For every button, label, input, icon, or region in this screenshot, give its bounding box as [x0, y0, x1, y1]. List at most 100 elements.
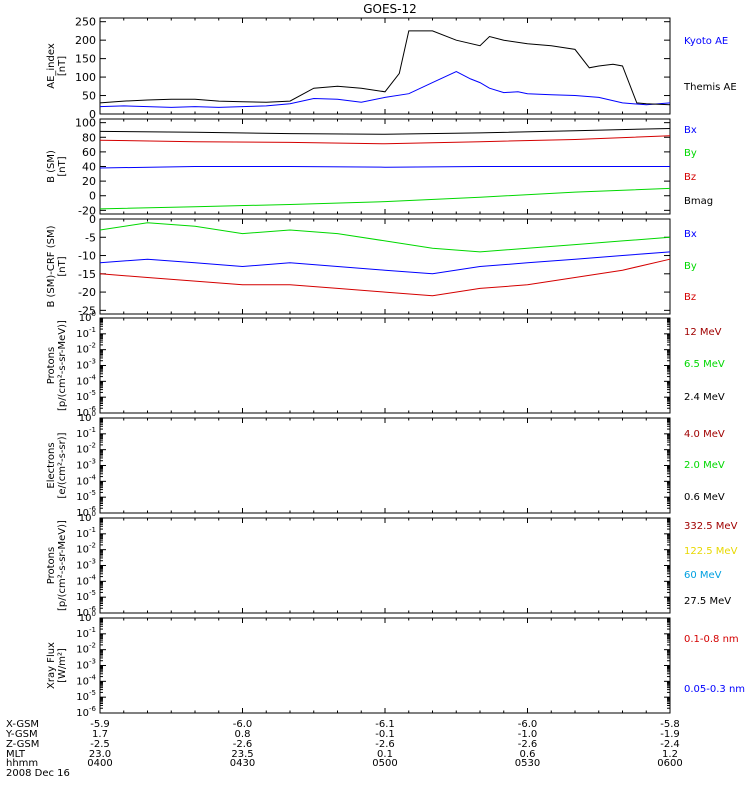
y-tick-base: 10	[76, 708, 89, 719]
y-tick-base: 10	[76, 529, 89, 540]
y-tick-label: -20	[78, 286, 96, 299]
y-axis-label: [p/(cm²-s-sr-MeV)]	[57, 320, 68, 411]
y-tick-label: 10-5	[76, 389, 96, 403]
legend-bx: Bx	[684, 229, 697, 240]
y-tick-base: 10	[76, 492, 89, 503]
series-line-by	[99, 222, 671, 253]
y-tick-label: 10-6	[76, 405, 96, 419]
xaxis-row-label: hhmm	[6, 758, 38, 769]
y-tick-exponent: -5	[89, 489, 96, 497]
xaxis-value: 23.5	[231, 749, 253, 760]
legend-by: By	[684, 148, 697, 159]
y-tick-label: 20	[82, 175, 96, 188]
xaxis-value: -5.8	[660, 719, 680, 730]
xaxis-value: 0.6	[520, 749, 536, 760]
y-tick-label: 10-1	[76, 526, 96, 540]
y-tick-base: 10	[76, 445, 89, 456]
panel-ae: 0 50 100 150 200 250 AE_index [nT] Kyoto AE Themi…	[46, 16, 737, 121]
y-tick-base: 10	[76, 645, 89, 656]
y-tick-exponent: -2	[89, 642, 96, 650]
y-axis-label: [nT]	[57, 256, 68, 276]
y-tick-label: 10-1	[76, 626, 96, 640]
y-tick-base: 10	[76, 408, 89, 419]
y-tick-base: 10	[76, 608, 89, 619]
y-tick-exponent: -3	[89, 458, 96, 466]
y-tick-label: 0	[89, 190, 96, 203]
y-tick-base: 10	[76, 561, 89, 572]
legend-bx: Bx	[684, 125, 697, 136]
y-tick-label: 10-1	[76, 326, 96, 340]
xaxis-value: -2.5	[90, 739, 110, 750]
y-axis-label: [W/m²]	[57, 648, 68, 683]
xaxis-value: 0400	[87, 758, 112, 769]
y-tick-label: 10-4	[76, 373, 96, 387]
y-tick-base: 10	[76, 361, 89, 372]
y-tick-label: 10-3	[76, 358, 96, 372]
y-axis-label: Protons	[46, 347, 57, 384]
panel-frame	[99, 517, 671, 614]
y-axis-label: B (SM)	[46, 150, 57, 183]
y-tick-label: 10-5	[76, 689, 96, 703]
xaxis-value: 0530	[515, 758, 540, 769]
y-tick-exponent: 0	[92, 510, 96, 518]
y-tick-label: 10-2	[76, 542, 96, 556]
y-axis-label: B (SM)-CRF (SM)	[46, 225, 57, 307]
xaxis-value: 23.0	[89, 749, 111, 760]
series-line-bx	[99, 251, 671, 275]
y-tick-label: -15	[78, 268, 96, 281]
y-tick-label: 200	[75, 34, 96, 47]
y-tick-base: 10	[79, 313, 92, 324]
xaxis-value: -2.4	[660, 739, 680, 750]
xaxis-row-label: MLT	[6, 749, 26, 760]
xaxis-value: -2.6	[375, 739, 395, 750]
xaxis-value: -0.1	[375, 729, 395, 740]
legend-2-0-mev: 2.0 MeV	[684, 460, 725, 471]
series-line-bmag	[99, 128, 671, 135]
y-tick-exponent: -5	[89, 689, 96, 697]
y-tick-base: 10	[76, 545, 89, 556]
y-tick-label: -25	[78, 304, 96, 317]
y-tick-base: 10	[79, 513, 92, 524]
series-line-kyoto-ae	[99, 70, 671, 108]
xaxis-row-label: Y-GSM	[5, 729, 38, 740]
legend-0-05-0-3-nm: 0.05-0.3 nm	[684, 684, 745, 695]
legend-332-5-mev: 332.5 MeV	[684, 521, 738, 532]
y-tick-base: 10	[76, 429, 89, 440]
xaxis-value: -2.6	[518, 739, 538, 750]
panel-frame	[99, 317, 671, 414]
y-tick-label: 10-6	[76, 505, 96, 519]
y-tick-exponent: -5	[89, 589, 96, 597]
y-tick-label: 10-2	[76, 442, 96, 456]
series-line-bz	[99, 258, 671, 297]
xaxis-value: 0600	[657, 758, 682, 769]
y-tick-label: -20	[78, 204, 96, 217]
y-tick-label: 10-1	[76, 426, 96, 440]
y-tick-label: 10-4	[76, 673, 96, 687]
y-tick-base: 10	[76, 329, 89, 340]
y-tick-exponent: -6	[89, 605, 97, 613]
y-axis-label: [p/(cm²-s-sr-MeV)]	[57, 520, 68, 611]
y-tick-label: 100	[79, 310, 96, 324]
panel-frame	[99, 617, 671, 714]
legend-6-5-mev: 6.5 MeV	[684, 359, 725, 370]
y-tick-label: -10	[78, 250, 96, 263]
y-tick-label: -5	[85, 231, 96, 244]
xaxis-value: 0500	[372, 758, 397, 769]
y-tick-label: 40	[82, 161, 96, 174]
panel-frame	[99, 417, 671, 514]
y-tick-label: 0	[89, 213, 96, 226]
xaxis-value: 1.7	[92, 729, 108, 740]
y-tick-label: 10-6	[76, 605, 96, 619]
y-tick-base: 10	[79, 413, 92, 424]
xaxis-value: -2.6	[233, 739, 253, 750]
y-tick-label: 150	[75, 53, 96, 66]
y-tick-base: 10	[76, 392, 89, 403]
y-tick-exponent: -1	[89, 326, 96, 334]
legend-themis-ae: Themis AE	[683, 82, 737, 93]
xaxis-row-label: Z-GSM	[6, 739, 39, 750]
legend-122-5-mev: 122.5 MeV	[684, 546, 738, 557]
